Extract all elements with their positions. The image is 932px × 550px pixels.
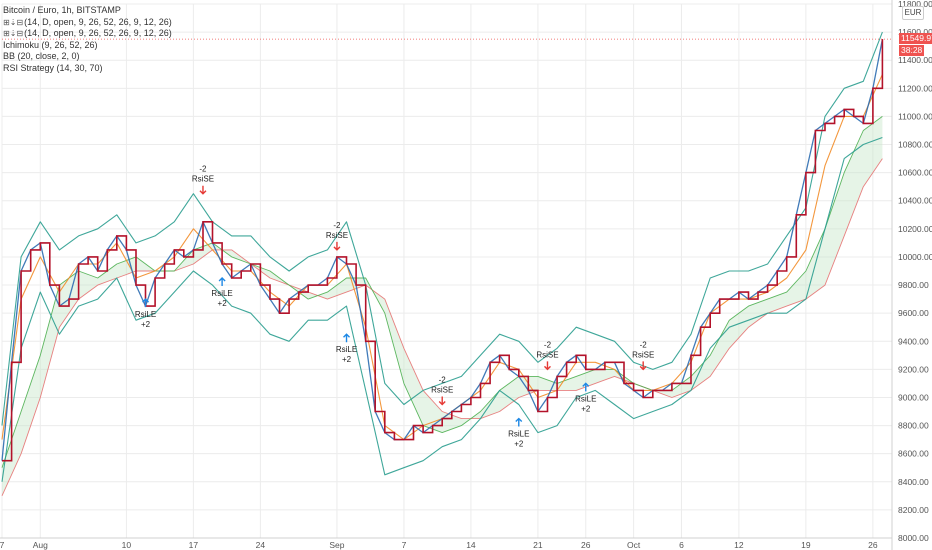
short-signal-arrow [438, 396, 446, 406]
signal-name-label: RsiLE [575, 394, 596, 403]
signal-qty-label: -2 [544, 340, 552, 349]
x-tick-label: Sep [329, 540, 344, 550]
y-tick-label: 8400.00 [898, 477, 929, 487]
y-tick-label: 11400.00 [898, 55, 932, 65]
signal-qty-label: +2 [342, 355, 352, 364]
y-tick-label: 10200.00 [898, 224, 932, 234]
y-tick-label: 9800.00 [898, 280, 929, 290]
long-signal-arrow [515, 417, 523, 427]
legend-indicator-2[interactable]: ⊞⇣⊟(14, D, open, 9, 26, 52, 26, 9, 12, 2… [3, 28, 172, 40]
indicator-glyph-icon: ⊞⇣⊟ [3, 29, 24, 38]
short-signal-arrow [199, 185, 207, 195]
last-price-label: 11549.97 [899, 33, 932, 45]
signal-qty-label: +2 [581, 404, 591, 413]
ichimoku-span-b-line [1, 158, 883, 496]
signal-name-label: RsiSE [536, 350, 558, 359]
signal-qty-label: -2 [439, 376, 447, 385]
signal-qty-label: +2 [141, 320, 151, 329]
bollinger-lower-line [1, 136, 883, 482]
legend-indicator-5[interactable]: RSI Strategy (14, 30, 70) [3, 62, 103, 73]
y-tick-label: 11600.00 [898, 27, 932, 37]
signal-name-label: RsiSE [431, 386, 453, 395]
y-tick-label: 10000.00 [898, 252, 932, 262]
y-tick-label: 8000.00 [898, 533, 929, 543]
signal-qty-label: -2 [333, 221, 341, 230]
long-signal-arrow [218, 277, 226, 287]
x-tick-label: 24 [256, 540, 266, 550]
x-tick-label: Oct [627, 540, 641, 550]
y-tick-label: 11000.00 [898, 111, 932, 121]
x-tick-label: 10 [122, 540, 132, 550]
long-signal-arrow [142, 298, 150, 308]
bollinger-upper-line [1, 31, 883, 426]
y-tick-label: 9000.00 [898, 392, 929, 402]
legend-title[interactable]: Bitcoin / Euro, 1h, BITSTAMP [3, 5, 121, 15]
y-tick-label: 11800.00 [898, 0, 932, 9]
indicator-glyph-icon: ⊞⇣⊟ [3, 17, 24, 27]
x-tick-label: 7 [402, 540, 407, 550]
signal-markers: -2RsiSERsiLE+2RsiLE+2-2RsiSERsiLE+2-2Rsi… [135, 165, 654, 449]
x-tick-label: 7 [0, 540, 5, 550]
legend-indicator-1-label: (14, D, open, 9, 26, 52, 26, 9, 12, 26) [24, 16, 172, 27]
signal-name-label: RsiLE [135, 310, 156, 319]
x-tick-label: 21 [533, 540, 543, 550]
signal-name-label: RsiSE [192, 175, 214, 184]
y-tick-label: 10600.00 [898, 168, 932, 178]
ichimoku-cloud [2, 116, 883, 496]
x-tick-label: 26 [868, 540, 878, 550]
series-lines [1, 31, 892, 496]
x-tick-label: Aug [33, 540, 48, 550]
legend-indicator-1[interactable]: ⊞⇣⊟(14, D, open, 9, 26, 52, 26, 9, 12, 2… [3, 17, 172, 29]
signal-name-label: RsiLE [211, 289, 232, 298]
legend-indicator-3[interactable]: Ichimoku (9, 26, 52, 26) [3, 39, 98, 50]
signal-name-label: RsiLE [336, 345, 357, 354]
y-tick-label: 8600.00 [898, 449, 929, 459]
y-tick-label: 9400.00 [898, 336, 929, 346]
x-tick-label: 12 [734, 540, 744, 550]
x-tick-label: 26 [581, 540, 591, 550]
ichimoku-span-a-line [1, 116, 883, 468]
x-tick-label: 14 [466, 540, 476, 550]
x-tick-label: 6 [679, 540, 684, 550]
signal-qty-label: -2 [199, 165, 207, 174]
short-signal-arrow [543, 361, 551, 371]
signal-name-label: RsiSE [326, 231, 348, 240]
y-tick-label: 9200.00 [898, 364, 929, 374]
signal-qty-label: -2 [640, 340, 648, 349]
legend-indicator-4[interactable]: BB (20, close, 2, 0) [3, 51, 80, 61]
bar-countdown-label: 38:28 [899, 45, 925, 57]
signal-name-label: RsiLE [508, 430, 529, 439]
signal-qty-label: +2 [218, 299, 228, 308]
x-tick-label: 17 [189, 540, 199, 550]
signal-qty-label: +2 [514, 440, 524, 449]
short-signal-arrow [639, 361, 647, 371]
short-signal-arrow [333, 241, 341, 251]
cloud-fill [2, 116, 883, 496]
y-tick-label: 10400.00 [898, 196, 932, 206]
y-tick-label: 8200.00 [898, 505, 929, 515]
legend-indicator-2-label: (14, D, open, 9, 26, 52, 26, 9, 12, 26) [24, 28, 172, 38]
y-tick-label: 11200.00 [898, 83, 932, 93]
y-tick-label: 10800.00 [898, 140, 932, 150]
currency-badge[interactable]: EUR [902, 6, 924, 20]
long-signal-arrow [343, 333, 351, 343]
trend-step-line [2, 39, 884, 462]
signal-name-label: RsiSE [632, 350, 654, 359]
x-tick-label: 19 [801, 540, 811, 550]
long-signal-arrow [582, 382, 590, 392]
y-tick-label: 8800.00 [898, 421, 929, 431]
legend: Bitcoin / Euro, 1h, BITSTAMP ⊞⇣⊟(14, D, … [3, 5, 172, 74]
y-tick-label: 9600.00 [898, 308, 929, 318]
